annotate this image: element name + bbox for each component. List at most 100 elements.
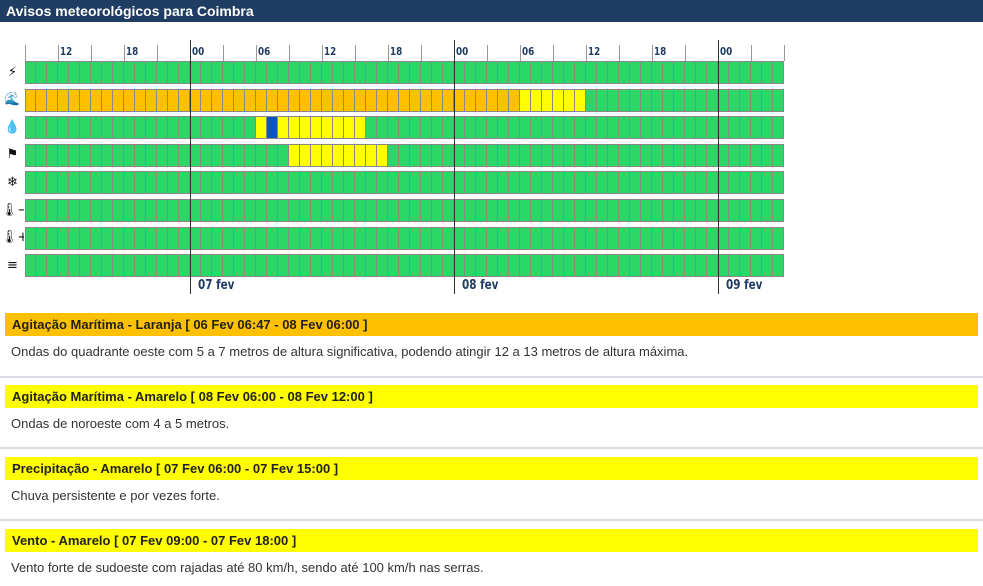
hour-cell-green: [102, 172, 112, 194]
hour-cell-green: [58, 172, 68, 194]
hour-cell-green: [157, 255, 167, 277]
hour-cell-green: [223, 227, 233, 249]
hour-cell-green: [267, 255, 277, 277]
snowflake-icon: ❄: [7, 174, 18, 190]
hour-tick: [91, 45, 92, 61]
hour-cell-green: [234, 227, 244, 249]
hour-cell-green: [190, 227, 200, 249]
hour-tick: [586, 45, 587, 61]
hour-cell-green: [476, 227, 486, 249]
hour-cell-green: [311, 172, 321, 194]
hour-cell-green: [146, 144, 156, 166]
hour-cell-green: [410, 117, 420, 139]
warning-text: Vento forte de sudoeste com rajadas até …: [11, 560, 484, 575]
hour-cell-green: [663, 117, 673, 139]
day-divider: [454, 40, 455, 294]
hour-cell-green: [47, 62, 57, 83]
hour-cell-green: [267, 144, 277, 166]
hour-cell-orange: [311, 89, 321, 111]
hour-cell-green: [674, 62, 684, 83]
hour-cell-green: [201, 227, 211, 249]
hour-cell-green: [366, 172, 376, 194]
thermometer-cold-icon: 🌡−: [1, 202, 24, 218]
hour-cell-green: [355, 255, 365, 277]
hour-cell-green: [47, 144, 57, 166]
hour-label: 06: [522, 45, 535, 58]
hour-cell-green: [355, 62, 365, 83]
hour-cell-green: [773, 89, 783, 111]
hour-cell-orange: [80, 89, 90, 111]
hour-cell-green: [520, 172, 530, 194]
hour-cell-green: [135, 255, 145, 277]
hour-cell-green: [773, 62, 783, 83]
hour-cell-green: [443, 200, 453, 221]
hour-cell-green: [740, 255, 750, 277]
hour-cell-green: [377, 172, 387, 194]
hour-cell-green: [388, 200, 398, 221]
hour-cell-orange: [36, 89, 46, 111]
hour-cell-green: [91, 200, 101, 221]
hour-cell-green: [69, 62, 79, 83]
hour-tick: [652, 45, 653, 61]
hour-cell-green: [146, 117, 156, 139]
hour-cell-green: [443, 117, 453, 139]
hour-cell-green: [168, 255, 178, 277]
hour-label: 12: [324, 45, 337, 58]
hour-cell-green: [619, 144, 629, 166]
hour-cell-green: [718, 255, 728, 277]
hour-tick: [223, 45, 224, 61]
hour-cell-orange: [300, 89, 310, 111]
hour-cell-green: [322, 255, 332, 277]
hour-cell-green: [267, 227, 277, 249]
hour-cell-green: [454, 227, 464, 249]
hour-cell-orange: [223, 89, 233, 111]
hour-cell-orange: [102, 89, 112, 111]
hour-cell-green: [432, 172, 442, 194]
hour-cell-green: [157, 62, 167, 83]
hour-cell-green: [498, 200, 508, 221]
hour-cell-yellow: [575, 89, 585, 111]
hour-cell-green: [531, 62, 541, 83]
hour-cell-green: [564, 172, 574, 194]
hour-cell-green: [729, 62, 739, 83]
warning-text: Chuva persistente e por vezes forte.: [11, 488, 220, 503]
hour-cell-green: [597, 172, 607, 194]
hour-tick: [520, 45, 521, 61]
hour-cell-green: [608, 227, 618, 249]
hour-cell-green: [366, 200, 376, 221]
hour-cell-green: [421, 227, 431, 249]
hour-cell-green: [157, 144, 167, 166]
hour-cell-green: [663, 255, 673, 277]
hour-cell-green: [663, 172, 673, 194]
hour-cell-green: [498, 227, 508, 249]
hour-cell-green: [432, 227, 442, 249]
hour-cell-green: [751, 117, 761, 139]
hour-cell-green: [201, 172, 211, 194]
hour-cell-green: [487, 255, 497, 277]
warning-row: [25, 199, 784, 222]
hour-cell-green: [36, 227, 46, 249]
hour-cell-green: [168, 172, 178, 194]
hour-cell-green: [377, 117, 387, 139]
hour-cell-green: [168, 117, 178, 139]
hour-cell-green: [773, 172, 783, 194]
hour-cell-green: [641, 89, 651, 111]
hour-cell-green: [509, 227, 519, 249]
hour-cell-orange: [135, 89, 145, 111]
hour-cell-green: [256, 227, 266, 249]
hour-cell-green: [179, 62, 189, 83]
fog-icon: ≡: [7, 257, 18, 273]
hour-cell-green: [256, 200, 266, 221]
hour-cell-green: [641, 117, 651, 139]
hour-cell-green: [707, 227, 717, 249]
hour-cell-orange: [509, 89, 519, 111]
hour-cell-green: [58, 117, 68, 139]
hour-cell-green: [388, 172, 398, 194]
hour-cell-green: [102, 117, 112, 139]
hour-cell-green: [58, 200, 68, 221]
hour-cell-green: [267, 172, 277, 194]
hour-cell-green: [773, 255, 783, 277]
hour-cell-green: [113, 227, 123, 249]
hour-cell-green: [289, 200, 299, 221]
hour-cell-green: [575, 227, 585, 249]
